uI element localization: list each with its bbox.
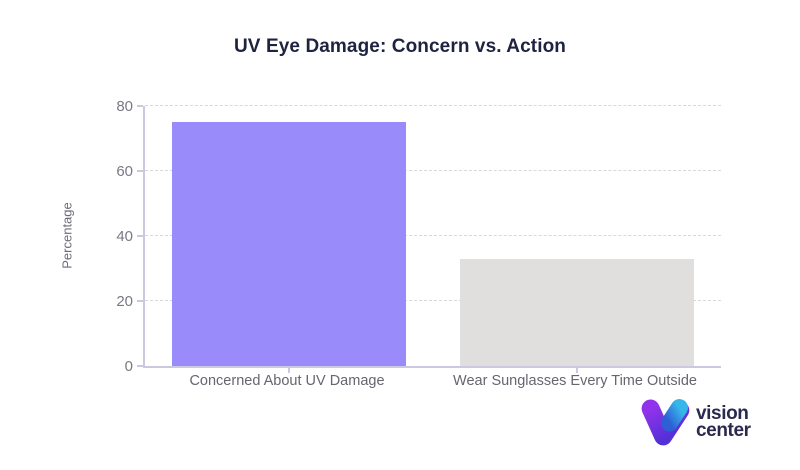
y-axis-tickmark-80	[137, 105, 143, 107]
chart-title: UV Eye Damage: Concern vs. Action	[233, 36, 567, 57]
logo-v-blue-stroke	[660, 399, 688, 432]
y-axis-title: Percentage	[59, 202, 75, 269]
x-category-label-1: Wear Sunglasses Every Time Outside	[453, 373, 697, 389]
logo-text-line1: vision	[696, 403, 749, 424]
vision-center-logo: vision center	[638, 394, 793, 450]
logo-wordmark: vision center	[696, 403, 751, 441]
x-axis-tickmark-1	[576, 368, 578, 373]
bar-1[interactable]	[460, 258, 694, 366]
y-tick-label-60: 60	[116, 162, 133, 180]
y-tick-label-80: 80	[116, 97, 133, 115]
vision-center-logo-icon	[641, 399, 690, 446]
y-axis-tickmark-40	[137, 235, 143, 237]
gridline-y-60	[145, 170, 721, 171]
y-axis-tickmark-20	[137, 300, 143, 302]
gridline-y-80	[145, 105, 721, 106]
y-tick-label-0: 0	[124, 357, 133, 375]
bar-0[interactable]	[172, 122, 406, 366]
gridline-y-40	[145, 235, 721, 236]
x-axis-category-labels: Concerned About UV Damage Wear Sunglasses…	[143, 373, 719, 393]
y-tick-label-40: 40	[116, 227, 133, 245]
gridline-y-20	[145, 300, 721, 301]
x-category-label-0: Concerned About UV Damage	[189, 373, 385, 389]
y-axis-tickmark-0	[137, 365, 143, 367]
logo-text-line2: center	[696, 420, 751, 441]
plot-area	[137, 105, 721, 373]
x-axis-tickmark-0	[288, 368, 290, 373]
y-tick-label-20: 20	[116, 292, 133, 310]
y-axis-tickmark-60	[137, 170, 143, 172]
y-axis-tick-labels: 0 20 40 60 80	[85, 98, 133, 375]
